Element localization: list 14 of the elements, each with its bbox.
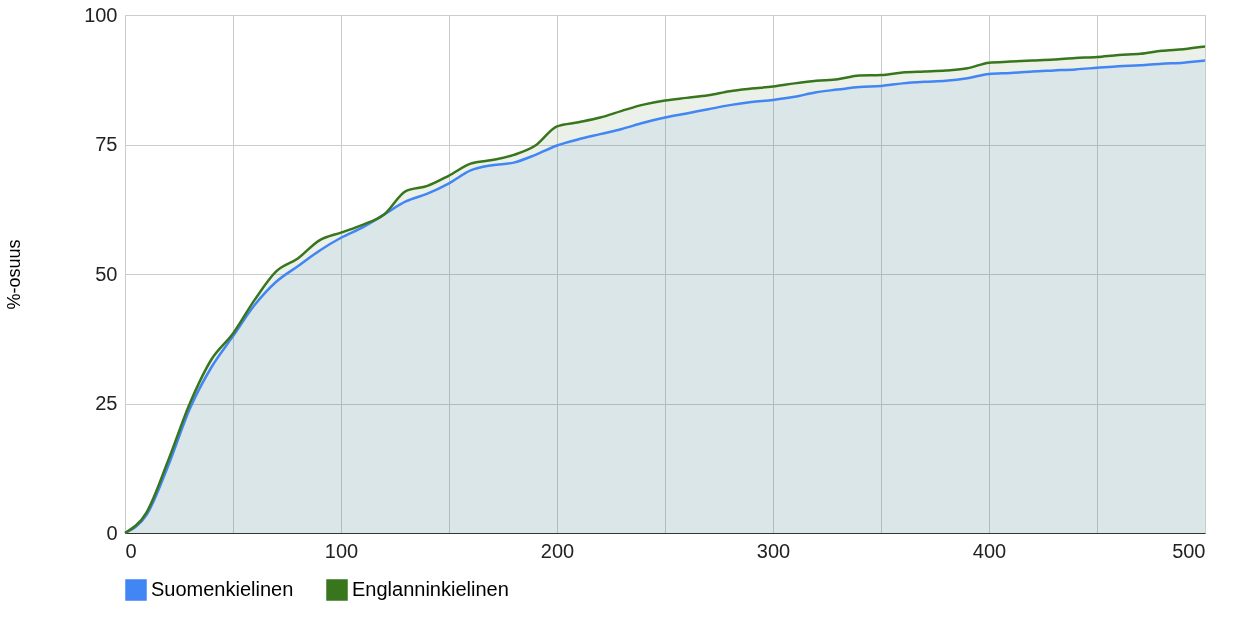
x-tick-label: 500 xyxy=(1172,539,1206,562)
y-tick-label: 100 xyxy=(84,3,118,26)
legend-label: Englanninkielinen xyxy=(352,578,509,600)
y-axis-title: %-osuus xyxy=(4,239,25,310)
y-tick-label: 75 xyxy=(95,133,118,155)
x-tick-label: 300 xyxy=(756,539,791,562)
x-tick-label: 400 xyxy=(972,539,1007,562)
y-tick-label: 0 xyxy=(106,521,118,544)
y-tick-label: 50 xyxy=(95,262,118,285)
y-tick-label: 25 xyxy=(95,392,118,414)
x-tick-label: 200 xyxy=(540,539,575,562)
x-tick-label: 0 xyxy=(125,539,137,562)
x-tick-label: 100 xyxy=(324,539,359,562)
legend-label: Suomenkielinen xyxy=(151,578,294,600)
